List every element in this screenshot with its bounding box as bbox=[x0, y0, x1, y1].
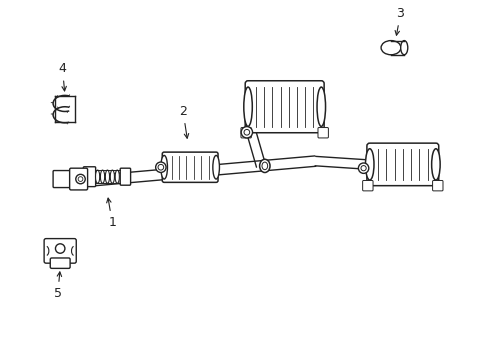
FancyBboxPatch shape bbox=[53, 171, 73, 188]
Circle shape bbox=[155, 162, 166, 172]
Circle shape bbox=[158, 165, 163, 170]
Circle shape bbox=[244, 130, 249, 135]
FancyBboxPatch shape bbox=[362, 180, 372, 191]
Ellipse shape bbox=[244, 87, 252, 126]
Text: 1: 1 bbox=[106, 198, 116, 229]
Ellipse shape bbox=[400, 41, 407, 55]
Ellipse shape bbox=[316, 87, 325, 126]
Circle shape bbox=[55, 244, 65, 253]
Text: 3: 3 bbox=[394, 7, 404, 35]
Circle shape bbox=[78, 177, 82, 181]
Text: 5: 5 bbox=[54, 272, 61, 300]
FancyBboxPatch shape bbox=[366, 143, 438, 186]
Ellipse shape bbox=[365, 149, 373, 180]
Circle shape bbox=[241, 127, 252, 138]
Ellipse shape bbox=[259, 159, 269, 172]
FancyBboxPatch shape bbox=[162, 152, 218, 183]
FancyBboxPatch shape bbox=[50, 258, 70, 268]
Ellipse shape bbox=[262, 162, 267, 170]
Ellipse shape bbox=[105, 170, 109, 183]
Text: 4: 4 bbox=[59, 62, 66, 91]
Circle shape bbox=[358, 163, 368, 174]
Ellipse shape bbox=[115, 170, 119, 183]
Circle shape bbox=[360, 166, 366, 171]
Ellipse shape bbox=[100, 170, 104, 183]
FancyBboxPatch shape bbox=[244, 81, 324, 133]
Ellipse shape bbox=[95, 170, 100, 183]
FancyBboxPatch shape bbox=[69, 168, 87, 190]
FancyBboxPatch shape bbox=[317, 127, 328, 138]
FancyBboxPatch shape bbox=[432, 180, 442, 191]
Ellipse shape bbox=[431, 149, 439, 180]
FancyBboxPatch shape bbox=[241, 127, 251, 138]
FancyBboxPatch shape bbox=[83, 167, 96, 186]
FancyBboxPatch shape bbox=[120, 168, 130, 185]
Circle shape bbox=[76, 174, 85, 184]
Ellipse shape bbox=[110, 170, 114, 183]
FancyBboxPatch shape bbox=[44, 239, 76, 263]
Ellipse shape bbox=[212, 156, 219, 179]
Ellipse shape bbox=[380, 41, 400, 55]
Text: 2: 2 bbox=[179, 105, 188, 138]
Ellipse shape bbox=[161, 156, 167, 179]
